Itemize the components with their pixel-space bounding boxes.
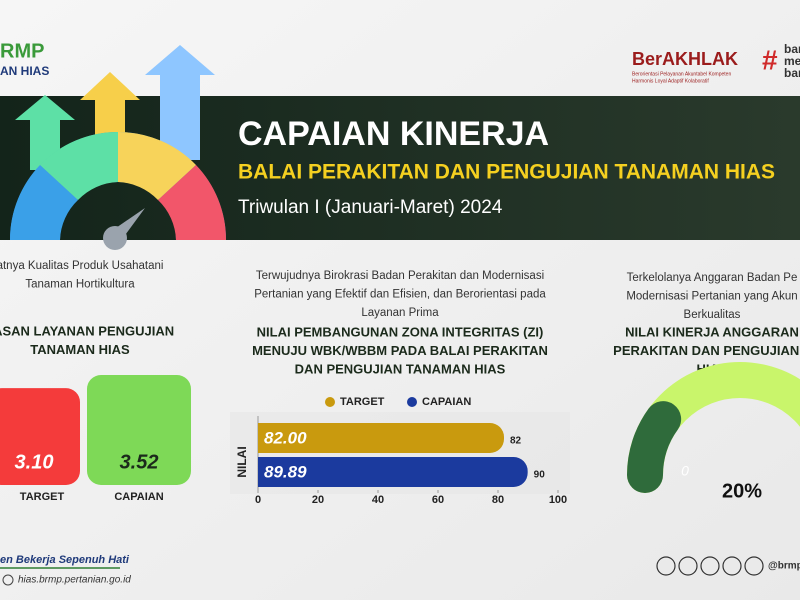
bar [258, 423, 504, 453]
social-icons [656, 556, 764, 576]
legend-label: TARGET [340, 396, 385, 408]
end-label: 82 [510, 436, 522, 447]
x-tick-label: 80 [492, 494, 504, 506]
panel-description: atnya Kualitas Produk Usahatani [0, 260, 163, 272]
value-label: 20% [722, 480, 762, 502]
legend-label: CAPAIAN [422, 396, 471, 408]
footer-website[interactable]: hias.brmp.pertanian.go.id [18, 575, 131, 586]
berakhlak-tagline: Berorientasi Pelayanan Akuntabel Kompete… [632, 71, 731, 77]
slogan: ban [784, 66, 800, 80]
twitter-icon[interactable] [744, 556, 764, 576]
gauge-start-label: 0 [681, 463, 689, 479]
chart-title: PERAKITAN DAN PENGUJIAN T [613, 343, 800, 358]
x-tick-label: 60 [432, 494, 444, 506]
legend-marker [407, 397, 417, 407]
banner-period: Triwulan I (Januari-Maret) 2024 [238, 197, 503, 218]
value-label: 82.00 [264, 428, 307, 447]
youtube-icon[interactable] [722, 556, 742, 576]
tiktok-icon[interactable] [700, 556, 720, 576]
x-tick-label: 100 [549, 494, 567, 506]
slogan: mel [784, 54, 800, 68]
logo-subtext: AN HIAS [0, 64, 49, 78]
bar [0, 388, 80, 485]
chart-title: DAN PENGUJIAN TANAMAN HIAS [295, 361, 506, 376]
x-tick-label: 40 [372, 494, 384, 506]
hash-icon: # [762, 44, 778, 75]
slogan: ban [784, 42, 800, 56]
panel-description: Tanaman Hortikultura [25, 279, 135, 291]
instagram-icon[interactable] [678, 556, 698, 576]
x-tick-label: 20 [312, 494, 324, 506]
end-label: 90 [534, 470, 546, 481]
panel-description: Modernisasi Pertanian yang Akun [626, 291, 797, 303]
bar-square-end [258, 423, 274, 453]
x-tick-label: 0 [255, 494, 261, 506]
banner-title: CAPAIAN KINERJA [238, 115, 549, 153]
gauge-value [627, 401, 682, 493]
panel-description: Pertanian yang Efektif dan Efisien, dan … [254, 289, 546, 301]
chart-title: TANAMAN HIAS [30, 342, 130, 357]
footer-handle: @brmp [768, 561, 800, 572]
chart-title: MENUJU WBK/WBBM PADA BALAI PERAKITAN [252, 343, 548, 358]
facebook-icon[interactable] [656, 556, 676, 576]
panel-description: Terwujudnya Birokrasi Badan Perakitan da… [256, 270, 544, 282]
value-label: 3.10 [15, 451, 54, 473]
value-label: 89.89 [264, 462, 307, 481]
x-tick-label: CAPAIAN [114, 491, 163, 503]
bar-square-end [258, 457, 274, 487]
panel-description: Layanan Prima [361, 307, 439, 319]
logo-text: RMP [0, 40, 44, 62]
berakhlak-tagline: Harmonis Loyal Adaptif Kolaboratif [632, 78, 709, 84]
panel-description: Berkualitas [684, 309, 741, 321]
bar [87, 375, 191, 485]
chart-title: NILAI PEMBANGUNAN ZONA INTEGRITAS (ZI) [257, 324, 544, 339]
y-axis-label: NILAI [235, 446, 249, 477]
chart-title: JASAN LAYANAN PENGUJIAN [0, 323, 174, 338]
berakhlak: BerAKHLAK [632, 49, 738, 69]
value-label: 3.52 [120, 451, 159, 473]
banner-subtitle: BALAI PERAKITAN DAN PENGUJIAN TANAMAN HI… [238, 161, 775, 184]
chart-title: NILAI KINERJA ANGGARAN [625, 324, 799, 339]
bar [258, 457, 528, 487]
legend-marker [325, 397, 335, 407]
footer-motto: en Bekerja Sepenuh Hati [0, 554, 130, 566]
web-icon [2, 574, 14, 586]
panel-description: Terkelolanya Anggaran Badan Pe [627, 272, 798, 284]
banner-illustration [9, 45, 227, 250]
x-tick-label: TARGET [20, 491, 65, 503]
